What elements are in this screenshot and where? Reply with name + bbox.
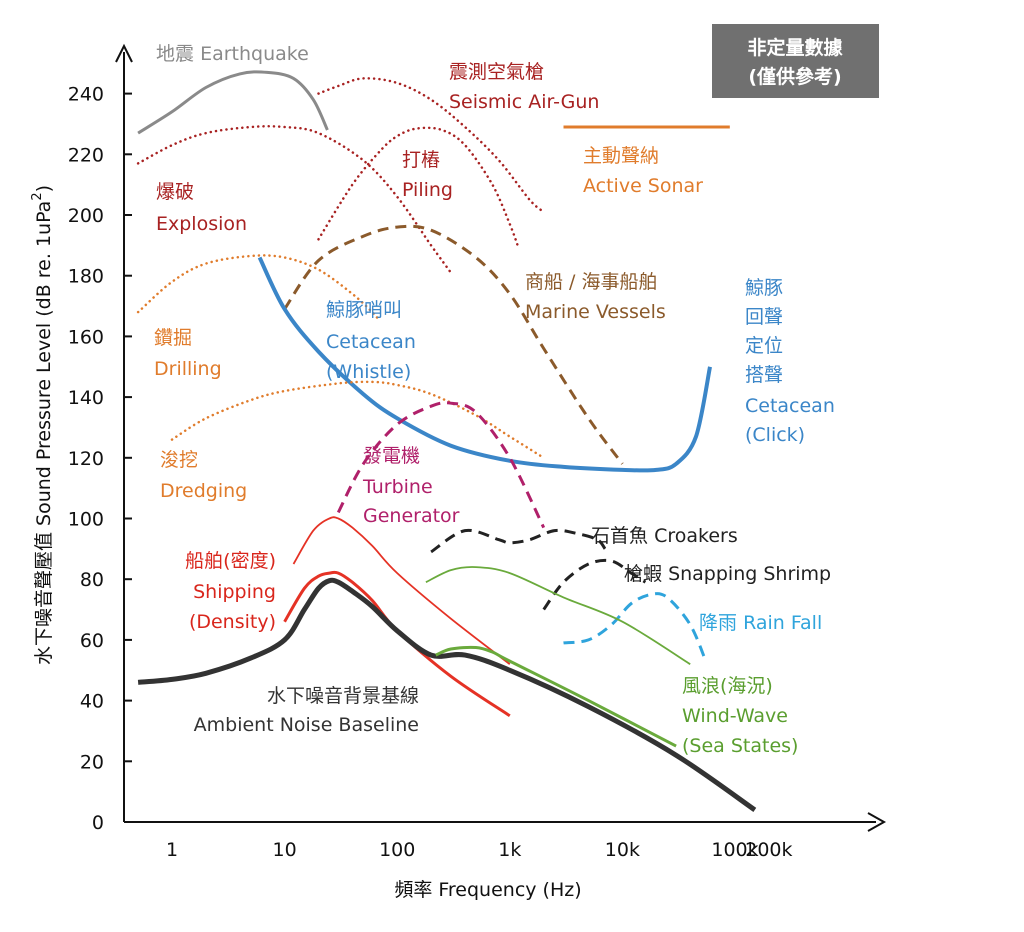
series-line [425, 566, 691, 665]
y-tick-label: 80 [80, 569, 104, 591]
y-tick-label: 120 [68, 448, 104, 470]
y-tick-label: 140 [68, 387, 104, 409]
series-line [317, 126, 520, 250]
y-tick-label: 0 [92, 812, 104, 834]
label-croakers-cn: 石首魚 [591, 525, 648, 547]
y-axis-title-group: 水下噪音聲壓值 Sound Pressure Level (dB re. 1uP… [30, 185, 55, 665]
x-tick-label: 10 [273, 839, 297, 861]
label-shrimp-cn: 槍蝦 [624, 563, 662, 585]
label-rain-cn: 降雨 [699, 612, 737, 634]
y-axis-title-close: ) [33, 185, 55, 192]
label-click-en2: (Click) [745, 424, 805, 446]
label-earthquake: 地震 Earthquake [156, 43, 309, 65]
y-axis-title-main: 水下噪音聲壓值 Sound Pressure Level (dB re. 1uP… [33, 201, 55, 665]
label-vessels-en: Marine Vessels [525, 301, 666, 323]
label-click-cn-2: 回聲 [745, 306, 783, 328]
label-dredging-cn: 浚挖 [160, 449, 198, 471]
series-line [292, 516, 511, 665]
label-shipping-cn: 船舶(密度) [185, 550, 276, 572]
axes [115, 43, 887, 832]
label-whistle-cn: 鯨豚哨叫 [326, 299, 402, 321]
series-line [136, 254, 382, 323]
label-piling-en: Piling [402, 179, 453, 201]
series-line [136, 125, 453, 274]
label-windwave-cn: 風浪(海況) [682, 675, 773, 697]
label-shrimp-en: Snapping Shrimp [668, 563, 831, 585]
series-line [317, 77, 545, 214]
y-tick-label: 200 [68, 205, 104, 227]
series-line [430, 528, 607, 554]
label-turbine-en2: Generator [363, 505, 460, 527]
x-tick-label: 200k [745, 839, 792, 861]
label-airgun-en: Seismic Air-Gun [449, 91, 599, 113]
y-tick-label: 100 [68, 509, 104, 531]
series-line [435, 645, 677, 748]
y-tick-label: 20 [80, 751, 104, 773]
label-croakers-en: Croakers [654, 525, 738, 547]
y-tick-label: 240 [68, 84, 104, 106]
label-croakers: 石首魚 Croakers [591, 525, 738, 547]
label-rain-en: Rain Fall [743, 612, 822, 634]
label-click-cn-4: 搭聲 [745, 364, 783, 386]
label-whistle-en2: (Whistle) [326, 361, 411, 383]
label-turbine-cn: 發電機 [363, 445, 420, 467]
x-tick-label: 1 [166, 839, 178, 861]
label-windwave-en2: (Sea States) [682, 735, 798, 757]
label-sonar-en: Active Sonar [583, 175, 703, 197]
label-earthquake-en: Earthquake [200, 43, 309, 65]
label-click-cn-1: 鯨豚 [745, 277, 783, 299]
badge-background [712, 24, 879, 98]
series-layer [136, 70, 757, 812]
label-turbine-en: Turbine [362, 476, 433, 498]
badge-line-2: (僅供參考) [748, 65, 841, 88]
non-quantitative-badge: 非定量數據 (僅供參考) [712, 24, 879, 98]
series-annotations: 地震 Earthquake 震測空氣槍 Seismic Air-Gun 爆破 E… [154, 43, 835, 757]
y-axis-arrow [115, 43, 133, 63]
series-line [137, 70, 329, 135]
label-shipping-en2: (Density) [189, 611, 276, 633]
x-axis-arrow [867, 812, 887, 832]
x-axis-title: 頻率 Frequency (Hz) [394, 879, 581, 901]
badge-line-1: 非定量數據 [747, 36, 843, 59]
label-sonar-cn: 主動聲納 [583, 145, 659, 167]
label-rain: 降雨 Rain Fall [699, 612, 822, 634]
label-earthquake-cn: 地震 [156, 43, 194, 65]
series-line [283, 570, 511, 718]
label-dredging-en: Dredging [160, 480, 247, 502]
label-explosion-en: Explosion [156, 213, 247, 235]
x-tick-label: 100 [379, 839, 415, 861]
y-axis-title-sup: 2 [30, 192, 45, 200]
x-tick-label: 1k [498, 839, 521, 861]
y-tick-label: 220 [68, 144, 104, 166]
x-tick-label: 100k [711, 839, 758, 861]
label-vessels-cn: 商船 / 海事船舶 [525, 271, 657, 293]
y-ticks: 0 20 40 60 80 100 120 140 160 180 200 220 240 [68, 84, 132, 834]
series-line [336, 401, 546, 529]
label-shipping-en: Shipping [193, 581, 276, 603]
label-baseline-cn: 水下噪音背景基線 [267, 685, 419, 707]
label-explosion-cn: 爆破 [156, 181, 194, 203]
label-shrimp: 槍蝦 Snapping Shrimp [624, 563, 831, 585]
series-line [563, 592, 708, 662]
label-click-en: Cetacean [745, 395, 835, 417]
series-line [170, 380, 545, 460]
label-baseline-en: Ambient Noise Baseline [194, 714, 419, 736]
series-line [542, 558, 647, 611]
y-tick-label: 180 [68, 266, 104, 288]
label-whistle-en: Cetacean [326, 331, 416, 353]
y-axis-title: 水下噪音聲壓值 Sound Pressure Level (dB re. 1uP… [30, 185, 55, 665]
y-tick-label: 40 [80, 691, 104, 713]
series-line [137, 577, 757, 812]
x-tick-label: 10k [605, 839, 640, 861]
label-drilling-en: Drilling [154, 358, 222, 380]
label-drilling-cn: 鑽掘 [154, 327, 192, 349]
y-tick-label: 60 [80, 630, 104, 652]
y-tick-label: 160 [68, 326, 104, 348]
label-airgun-cn: 震測空氣槍 [449, 61, 544, 83]
label-click-cn-3: 定位 [745, 335, 783, 357]
label-piling-cn: 打樁 [402, 149, 440, 171]
label-windwave-en: Wind-Wave [682, 705, 788, 727]
